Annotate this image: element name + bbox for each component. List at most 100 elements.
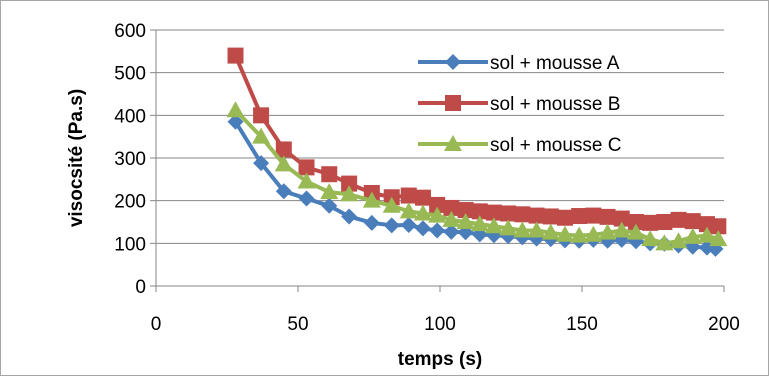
data-point bbox=[527, 221, 546, 238]
data-point bbox=[684, 213, 701, 230]
data-point bbox=[274, 155, 293, 172]
data-point bbox=[570, 226, 589, 243]
data-point bbox=[656, 214, 673, 230]
data-point bbox=[363, 214, 380, 231]
legend: sol + mousse A sol + mousse B sol + mousse… bbox=[418, 53, 621, 156]
data-point bbox=[571, 208, 588, 225]
data-point bbox=[226, 101, 245, 118]
data-point bbox=[612, 221, 631, 238]
data-point bbox=[429, 222, 446, 239]
data-point bbox=[383, 217, 400, 234]
data-point bbox=[683, 227, 702, 244]
data-point bbox=[627, 214, 644, 230]
data-point bbox=[362, 191, 381, 208]
data-point bbox=[297, 172, 316, 189]
data-point bbox=[541, 223, 560, 240]
y-tick-label: 0 bbox=[135, 277, 146, 298]
data-point bbox=[669, 232, 688, 249]
x-tick-label: 200 bbox=[708, 314, 740, 335]
legend-label: sol + mousse A bbox=[490, 53, 620, 74]
data-point bbox=[626, 223, 645, 240]
data-point bbox=[413, 204, 432, 221]
data-point bbox=[320, 183, 339, 200]
data-point bbox=[555, 225, 574, 242]
data-point bbox=[382, 196, 401, 213]
data-point bbox=[442, 210, 461, 227]
data-point bbox=[298, 190, 315, 207]
data-point bbox=[400, 187, 417, 204]
data-point bbox=[584, 225, 603, 242]
data-point bbox=[500, 205, 517, 222]
gridlines bbox=[156, 29, 724, 244]
data-point bbox=[429, 196, 446, 213]
data-point bbox=[227, 47, 244, 64]
y-tick-label: 500 bbox=[114, 64, 146, 85]
data-point bbox=[499, 219, 518, 236]
data-point bbox=[697, 226, 716, 243]
data-point bbox=[275, 141, 292, 158]
data-point bbox=[670, 211, 687, 228]
data-point bbox=[641, 230, 660, 247]
data-point bbox=[514, 206, 531, 223]
data-point bbox=[443, 199, 460, 216]
axes bbox=[150, 29, 725, 292]
data-point bbox=[253, 155, 270, 172]
y-tick-label: 400 bbox=[114, 106, 146, 127]
data-point bbox=[484, 217, 503, 234]
y-axis-title: visocsité (Pa.s) bbox=[66, 89, 87, 227]
data-point bbox=[227, 113, 244, 130]
y-tick-label: 300 bbox=[114, 149, 146, 170]
data-point bbox=[428, 206, 447, 223]
data-point bbox=[709, 230, 728, 247]
x-tick-label: 50 bbox=[287, 314, 308, 335]
data-point bbox=[642, 214, 659, 231]
series-2 bbox=[227, 47, 727, 235]
data-point bbox=[710, 218, 727, 235]
data-point bbox=[470, 215, 489, 232]
data-point bbox=[341, 208, 358, 225]
legend-marker bbox=[444, 135, 462, 151]
series-layer bbox=[226, 47, 728, 257]
data-point bbox=[399, 202, 418, 219]
data-point bbox=[513, 221, 532, 238]
data-point bbox=[556, 209, 573, 226]
x-tick-labels: 0 50 100 150 200 bbox=[151, 314, 740, 335]
legend-marker bbox=[445, 54, 461, 70]
y-tick-label: 600 bbox=[114, 21, 146, 42]
data-point bbox=[599, 208, 616, 225]
data-point bbox=[457, 202, 474, 219]
data-point bbox=[414, 220, 431, 237]
data-point bbox=[340, 185, 359, 202]
data-point bbox=[471, 203, 488, 220]
data-point bbox=[298, 159, 315, 176]
x-axis-title: temps (s) bbox=[398, 349, 482, 370]
data-point bbox=[443, 223, 460, 240]
data-point bbox=[542, 208, 559, 225]
legend-item-1: sol + mousse A bbox=[418, 53, 620, 74]
data-point bbox=[528, 207, 545, 224]
data-point bbox=[414, 189, 431, 206]
data-point bbox=[613, 210, 630, 227]
legend-label: sol + mousse B bbox=[490, 94, 620, 115]
data-point bbox=[585, 207, 602, 224]
data-point bbox=[655, 234, 674, 251]
legend-item-3: sol + mousse C bbox=[418, 135, 621, 156]
data-point bbox=[341, 175, 358, 192]
data-point bbox=[321, 166, 338, 183]
legend-marker bbox=[445, 95, 461, 111]
x-tick-label: 100 bbox=[424, 314, 456, 335]
data-point bbox=[321, 197, 338, 214]
legend-label: sol + mousse C bbox=[490, 135, 621, 156]
data-point bbox=[275, 183, 292, 200]
x-tick-label: 0 bbox=[151, 314, 162, 335]
y-tick-label: 100 bbox=[114, 234, 146, 255]
y-tick-label: 200 bbox=[114, 192, 146, 213]
x-tick-label: 150 bbox=[566, 314, 598, 335]
data-point bbox=[252, 127, 271, 144]
data-point bbox=[400, 216, 417, 233]
data-point bbox=[598, 223, 617, 240]
data-point bbox=[456, 213, 475, 229]
y-tick-labels: 0 100 200 300 400 500 600 bbox=[114, 21, 146, 298]
